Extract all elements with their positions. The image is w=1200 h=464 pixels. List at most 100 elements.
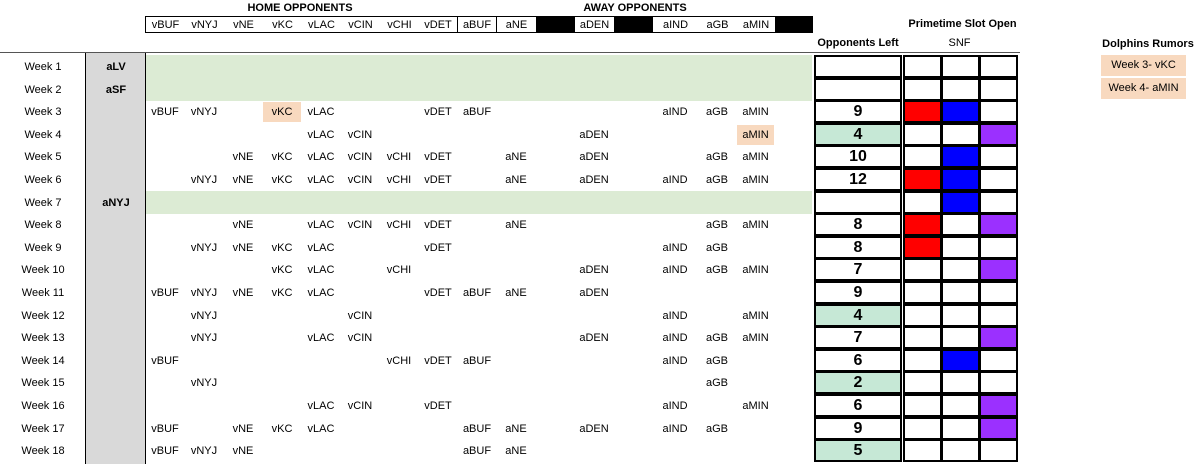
tnf-slot[interactable] [903, 281, 942, 304]
bye-opponent: aSF [105, 83, 127, 96]
snf-slot[interactable] [941, 213, 980, 237]
tnf-slot[interactable] [903, 235, 942, 259]
tnf-slot[interactable] [903, 122, 942, 146]
snf-slot[interactable] [941, 303, 980, 327]
mnf-slot[interactable] [979, 77, 1018, 101]
opponent-cell: aDEN [579, 128, 609, 141]
tnf-slot[interactable] [903, 394, 942, 417]
opponent-cell: aIND [662, 400, 688, 412]
opponent-cell: aGB [705, 422, 728, 435]
mnf-slot[interactable] [979, 55, 1018, 78]
away-opponents-header: AWAY OPPONENTS [583, 2, 687, 14]
tnf-slot[interactable] [903, 55, 942, 78]
tnf-slot[interactable] [903, 213, 942, 237]
tnf-slot[interactable] [903, 348, 942, 372]
bye-week-band [146, 55, 812, 78]
snf-slot[interactable] [941, 281, 980, 304]
opponent-cell: aMIN [742, 219, 769, 232]
mnf-slot[interactable] [979, 348, 1018, 372]
opponent-cell: vLAC [307, 332, 335, 345]
mnf-slot[interactable] [979, 281, 1018, 304]
opponent-cell: vCIN [347, 219, 373, 232]
mnf-slot[interactable] [979, 371, 1018, 395]
opponent-cell: aIND [662, 309, 688, 322]
snf-slot[interactable] [941, 258, 980, 282]
opponent-cell: aMIN [737, 124, 774, 145]
mnf-slot[interactable] [979, 122, 1018, 146]
snf-slot[interactable] [941, 235, 980, 259]
opponent-cell: aIND [662, 264, 688, 277]
opponent-cell: vNYJ [190, 241, 218, 254]
mnf-header: MNF [985, 37, 1010, 49]
snf-slot[interactable] [941, 100, 980, 124]
bye-week-band [146, 190, 812, 214]
opponents-left-count: 8 [814, 213, 902, 237]
opponent-cell: vLAC [307, 151, 335, 164]
column-header: aIND [662, 19, 689, 31]
week-label: Week 17 [21, 422, 65, 435]
opponent-cell: aIND [662, 332, 688, 345]
snf-slot[interactable] [941, 416, 980, 440]
snf-slot[interactable] [941, 55, 980, 78]
tnf-slot[interactable] [903, 190, 942, 214]
opponents-left-count: 8 [814, 235, 902, 259]
opponent-cell: vCHI [386, 264, 412, 277]
snf-slot[interactable] [941, 122, 980, 146]
opponent-cell: vNYJ [190, 332, 218, 345]
opponent-cell: aGB [705, 174, 728, 186]
snf-slot[interactable] [941, 168, 980, 191]
snf-slot[interactable] [941, 145, 980, 169]
snf-slot[interactable] [941, 348, 980, 372]
week-label: Week 10 [21, 264, 65, 277]
week-label: Week 1 [24, 61, 62, 73]
snf-slot[interactable] [941, 394, 980, 417]
tnf-slot[interactable] [903, 416, 942, 440]
opponents-left-count: 9 [814, 100, 902, 124]
mnf-slot[interactable] [979, 168, 1018, 191]
opponent-cell: vDET [424, 174, 452, 186]
mnf-slot[interactable] [979, 100, 1018, 124]
mnf-slot[interactable] [979, 303, 1018, 327]
opponent-cell: aGB [705, 377, 728, 390]
tnf-slot[interactable] [903, 77, 942, 101]
mnf-slot[interactable] [979, 416, 1018, 440]
week-label: Week 5 [24, 151, 62, 164]
tnf-slot[interactable] [903, 168, 942, 191]
column-header-blank [536, 17, 575, 33]
mnf-slot[interactable] [979, 258, 1018, 282]
mnf-slot[interactable] [979, 394, 1018, 417]
snf-slot[interactable] [941, 326, 980, 350]
opponent-cell: aMIN [742, 264, 769, 277]
tnf-slot[interactable] [903, 100, 942, 124]
snf-slot[interactable] [941, 77, 980, 101]
opponent-cell: vCIN [347, 128, 373, 141]
opponents-left-count [814, 190, 902, 214]
mnf-slot[interactable] [979, 235, 1018, 259]
opponent-cell: aBUF [462, 422, 492, 435]
opponent-cell: vCHI [386, 151, 412, 164]
opponent-cell: vCHI [386, 354, 412, 367]
mnf-slot[interactable] [979, 190, 1018, 214]
tnf-slot[interactable] [903, 439, 942, 463]
opponent-cell: aDEN [579, 174, 609, 186]
mnf-slot[interactable] [979, 145, 1018, 169]
tnf-slot[interactable] [903, 371, 942, 395]
week-label: Week 2 [24, 83, 62, 96]
tnf-slot[interactable] [903, 303, 942, 327]
opponent-cell: aIND [662, 106, 688, 119]
snf-slot[interactable] [941, 439, 980, 463]
snf-slot[interactable] [941, 190, 980, 214]
opponent-cell: vLAC [307, 287, 335, 299]
snf-slot[interactable] [941, 371, 980, 395]
tnf-slot[interactable] [903, 145, 942, 169]
opponent-cell: vNE [232, 422, 254, 435]
tnf-slot[interactable] [903, 258, 942, 282]
mnf-slot[interactable] [979, 213, 1018, 237]
week-label: Week 14 [21, 354, 65, 367]
mnf-slot[interactable] [979, 439, 1018, 463]
tnf-slot[interactable] [903, 326, 942, 350]
opponent-cell: aMIN [742, 106, 769, 119]
mnf-slot[interactable] [979, 326, 1018, 350]
opponents-left-count: 5 [814, 439, 902, 463]
column-header: aNE [505, 19, 528, 31]
